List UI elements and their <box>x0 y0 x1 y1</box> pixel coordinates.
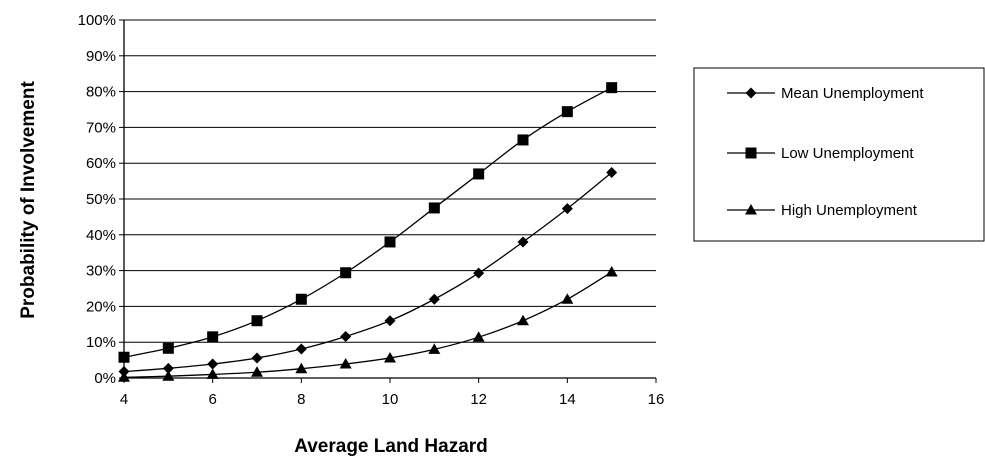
y-axis-title: Probability of Involvement <box>18 81 39 319</box>
legend-marker-diamond <box>745 87 757 99</box>
series-mean-unemployment <box>118 167 618 378</box>
data-point-low-unemployment <box>384 236 396 248</box>
data-point-low-unemployment <box>251 315 263 327</box>
x-tick-label: 14 <box>559 391 576 408</box>
x-tick-label: 4 <box>120 391 128 408</box>
axes <box>119 19 657 383</box>
x-tick-label: 6 <box>208 391 216 408</box>
legend-box <box>693 67 985 242</box>
data-point-low-unemployment <box>207 331 219 343</box>
y-tick-label: 90% <box>86 48 116 65</box>
y-tick-label: 60% <box>86 155 116 172</box>
data-point-high-unemployment <box>384 351 396 363</box>
y-tick-label: 100% <box>78 12 116 29</box>
data-point-low-unemployment <box>561 106 573 118</box>
y-tick-label: 50% <box>86 191 116 208</box>
y-tick-label: 30% <box>86 263 116 280</box>
legend-item-mean-unemployment: Mean Unemployment <box>727 85 924 102</box>
y-tick-label: 20% <box>86 298 116 315</box>
series-line-high-unemployment <box>123 271 613 378</box>
series-low-unemployment <box>118 82 618 363</box>
data-point-low-unemployment <box>162 342 174 354</box>
y-tick-label: 40% <box>86 227 116 244</box>
data-point-high-unemployment <box>162 370 175 381</box>
data-point-mean-unemployment <box>517 236 529 248</box>
data-point-high-unemployment <box>251 366 263 377</box>
y-tick-label: 0% <box>94 370 116 387</box>
legend-marker-square <box>745 147 757 159</box>
y-tick-label: 10% <box>86 334 116 351</box>
y-tick-label: 70% <box>86 119 116 136</box>
data-point-high-unemployment <box>428 343 441 354</box>
data-point-high-unemployment <box>472 331 485 342</box>
data-point-high-unemployment <box>339 358 352 369</box>
y-tick-label: 80% <box>86 84 116 101</box>
gridlines <box>124 19 656 343</box>
series-high-unemployment <box>118 266 618 382</box>
data-point-mean-unemployment <box>428 293 440 305</box>
tick-labels: 0% 10% 20% 30% 40% 50% 60% 70% 80% 90% 100% 4 6 8 10 12… <box>78 12 665 408</box>
data-point-low-unemployment <box>118 351 130 363</box>
data-point-high-unemployment <box>118 371 130 382</box>
data-point-mean-unemployment <box>295 343 307 355</box>
x-tick-label: 8 <box>297 391 305 408</box>
data-point-mean-unemployment <box>561 203 573 215</box>
data-point-low-unemployment <box>517 134 529 146</box>
x-tick-label: 12 <box>470 391 487 408</box>
legend: Mean Unemployment Low Unemployment High Un… <box>693 67 985 242</box>
series-line-low-unemployment <box>123 87 612 358</box>
data-point-high-unemployment <box>605 266 618 277</box>
x-tick-label: 10 <box>382 391 399 408</box>
data-point-low-unemployment <box>340 267 352 279</box>
x-tick-label: 16 <box>648 391 665 408</box>
data-point-low-unemployment <box>606 82 618 94</box>
legend-item-high-unemployment: High Unemployment <box>727 202 918 219</box>
legend-marker-triangle <box>745 204 757 215</box>
data-point-mean-unemployment <box>384 315 396 327</box>
data-point-high-unemployment <box>295 362 308 374</box>
data-point-high-unemployment <box>206 368 219 379</box>
legend-label: Low Unemployment <box>781 145 914 162</box>
data-point-mean-unemployment <box>606 167 618 179</box>
data-point-mean-unemployment <box>340 330 352 342</box>
legend-label: Mean Unemployment <box>781 85 924 102</box>
data-point-mean-unemployment <box>251 352 263 364</box>
data-point-high-unemployment <box>517 314 529 326</box>
data-point-low-unemployment <box>473 168 485 180</box>
legend-label: High Unemployment <box>781 202 918 219</box>
data-point-mean-unemployment <box>207 358 219 370</box>
data-point-low-unemployment <box>295 293 307 305</box>
x-axis-title: Average Land Hazard <box>294 436 488 457</box>
data-point-mean-unemployment <box>162 362 174 374</box>
series-lines <box>118 82 618 382</box>
legend-item-low-unemployment: Low Unemployment <box>727 145 914 162</box>
data-point-mean-unemployment <box>473 267 485 279</box>
data-point-high-unemployment <box>561 293 574 304</box>
data-point-low-unemployment <box>428 202 440 214</box>
